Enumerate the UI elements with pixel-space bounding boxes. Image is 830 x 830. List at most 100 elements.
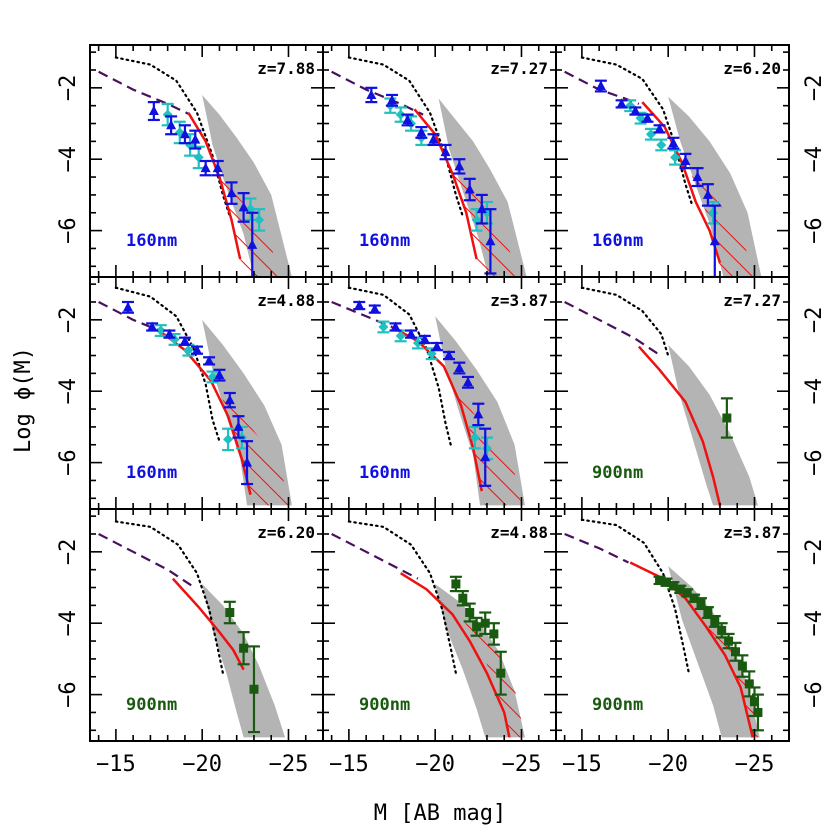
y-tick-label-left: −2 bbox=[56, 307, 81, 334]
data-point bbox=[405, 328, 418, 339]
diamond-marker bbox=[155, 325, 166, 336]
triangle-marker bbox=[464, 184, 475, 194]
square-marker bbox=[753, 707, 763, 717]
dotted-model-curve bbox=[347, 286, 452, 446]
x-tick-label: −25 bbox=[269, 752, 309, 777]
data-point bbox=[461, 375, 474, 389]
band-label: 900nm bbox=[126, 695, 177, 715]
data-point bbox=[247, 645, 260, 734]
panel-1: z=7.88 160nm −2 −4 −6 bbox=[56, 44, 324, 278]
dotted-model-curve bbox=[580, 286, 670, 357]
gray-model-band bbox=[668, 566, 760, 738]
x-tick-label: −15 bbox=[562, 752, 602, 777]
redshift-label: z=4.88 bbox=[490, 523, 548, 542]
data-point bbox=[708, 614, 721, 628]
triangle-marker bbox=[462, 376, 473, 387]
data-point bbox=[456, 589, 469, 607]
dotted-model-curve bbox=[114, 286, 221, 443]
y-tick-label-left: −6 bbox=[56, 217, 81, 244]
square-marker bbox=[458, 593, 468, 603]
data-point bbox=[479, 611, 492, 636]
triangle-marker bbox=[204, 355, 215, 365]
data-point bbox=[386, 93, 399, 107]
panel-plot-area bbox=[331, 56, 527, 277]
panel-plot-area bbox=[98, 56, 292, 277]
data-point bbox=[449, 575, 462, 593]
band-label: 160nm bbox=[359, 231, 410, 251]
redshift-label: z=4.88 bbox=[257, 291, 315, 310]
square-marker bbox=[730, 647, 740, 657]
data-point bbox=[743, 670, 756, 698]
triangle-marker bbox=[148, 105, 159, 116]
diamond-marker bbox=[378, 321, 389, 332]
triangle-marker bbox=[480, 451, 491, 462]
y-tick-label-right: −2 bbox=[802, 307, 827, 334]
data-point bbox=[484, 208, 497, 275]
data-point bbox=[430, 341, 443, 352]
triangle-marker bbox=[642, 112, 653, 123]
dashed-model-curve bbox=[564, 532, 629, 564]
red-model-curve bbox=[391, 325, 484, 492]
y-tick-label-left: −2 bbox=[56, 75, 81, 102]
data-point bbox=[427, 133, 440, 147]
triangle-marker bbox=[122, 301, 133, 312]
red-model-curve bbox=[637, 345, 722, 506]
triangle-marker bbox=[387, 94, 398, 105]
data-point bbox=[178, 124, 191, 145]
data-point bbox=[147, 101, 160, 122]
data-point-secondary bbox=[192, 145, 205, 170]
triangle-marker bbox=[224, 394, 235, 405]
redshift-label: z=7.88 bbox=[257, 59, 315, 78]
data-point-secondary bbox=[154, 324, 167, 337]
panel-7: z=6.20 900nm −15 −20 −25 −2 −4 −6 bbox=[56, 508, 324, 777]
data-point bbox=[199, 159, 212, 177]
panel-frame bbox=[555, 508, 790, 742]
square-marker bbox=[703, 608, 713, 618]
panel-plot-area bbox=[564, 286, 758, 506]
square-marker bbox=[717, 625, 727, 635]
square-marker bbox=[489, 629, 499, 639]
square-marker bbox=[696, 599, 706, 609]
triangle-marker bbox=[179, 335, 190, 346]
data-point-secondary bbox=[669, 149, 682, 166]
panel-grid: z=7.88 160nm −2 −4 −6 z=7.27 160nm z=6.20 160nm −… bbox=[56, 44, 827, 777]
data-point bbox=[681, 588, 694, 598]
triangle-marker bbox=[233, 421, 244, 431]
data-point-secondary bbox=[377, 320, 390, 334]
triangle-marker bbox=[454, 160, 465, 171]
data-point bbox=[178, 335, 191, 346]
band-label: 900nm bbox=[359, 695, 410, 715]
data-point bbox=[237, 631, 250, 666]
data-point bbox=[389, 321, 402, 332]
data-point bbox=[475, 193, 488, 225]
panel-frame bbox=[555, 44, 790, 278]
data-point bbox=[365, 86, 378, 104]
panel-6: z=7.27 900nm −2 −4 −6 bbox=[555, 276, 827, 510]
diamond-marker bbox=[395, 109, 406, 120]
data-point bbox=[472, 402, 485, 427]
data-point-secondary bbox=[468, 425, 481, 450]
data-point bbox=[163, 328, 176, 339]
panel-frame bbox=[555, 276, 790, 510]
band-label: 900nm bbox=[592, 463, 643, 483]
x-tick-label: −15 bbox=[329, 752, 369, 777]
y-tick-label-left: −4 bbox=[56, 146, 81, 173]
square-marker bbox=[496, 668, 506, 678]
data-point bbox=[691, 167, 704, 188]
triangle-marker bbox=[366, 89, 377, 99]
triangle-marker bbox=[702, 189, 713, 199]
axis-labels: M [AB mag] Log ϕ(M) bbox=[11, 347, 506, 826]
data-point bbox=[401, 113, 414, 127]
triangle-marker bbox=[668, 137, 679, 148]
band-label: 160nm bbox=[126, 463, 177, 483]
triangle-marker bbox=[164, 328, 175, 339]
diamond-marker bbox=[656, 139, 667, 150]
redshift-label: z=3.87 bbox=[490, 291, 548, 310]
y-tick-label-right: −4 bbox=[802, 610, 827, 637]
triangle-marker bbox=[147, 321, 158, 331]
data-point bbox=[418, 333, 431, 345]
panel-3: z=6.20 160nm −2 −4 −6 bbox=[555, 44, 827, 278]
dashed-model-curve bbox=[331, 70, 424, 116]
dotted-model-curve bbox=[347, 56, 464, 218]
